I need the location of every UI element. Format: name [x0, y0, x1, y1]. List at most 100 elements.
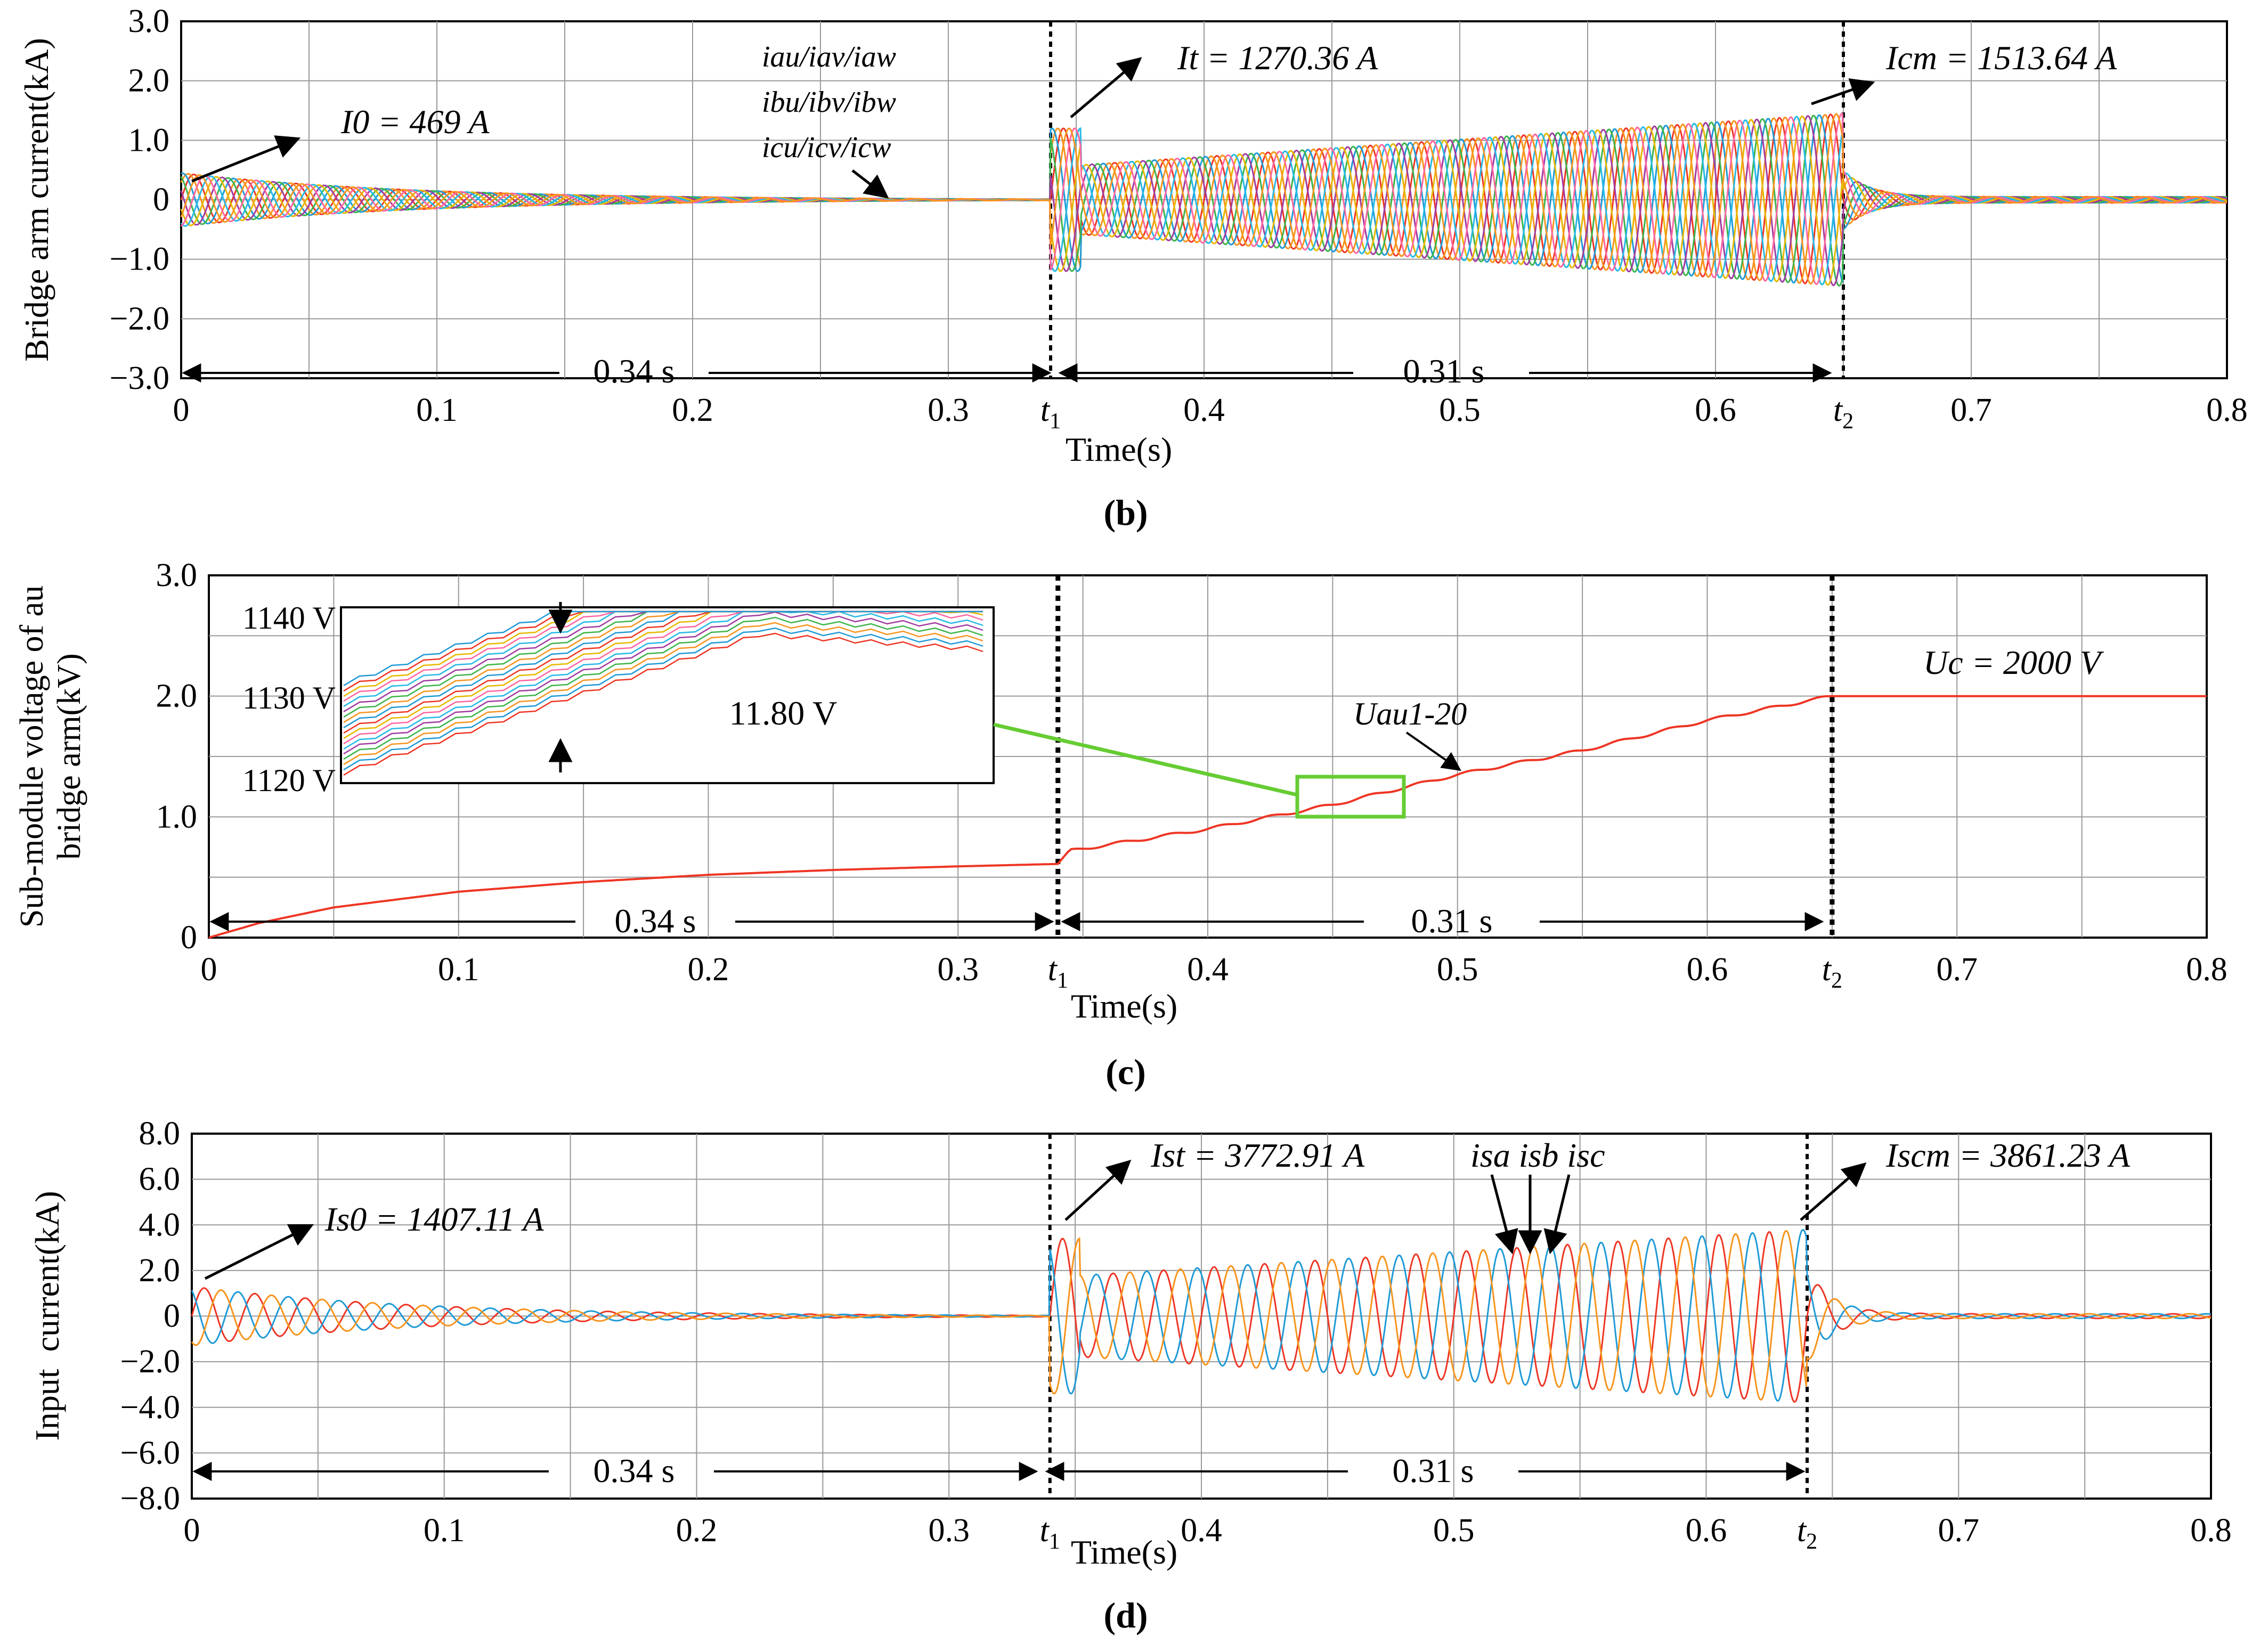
panel-d-arrow-Is0	[204, 1224, 314, 1280]
inset-series-line	[343, 611, 983, 687]
ytick-label: 6.0	[139, 1161, 181, 1198]
ytick-label: 1.0	[156, 799, 198, 835]
xtick-label: 0.3	[929, 1512, 970, 1549]
series-Uau	[208, 695, 2207, 939]
ytick-label: −8.0	[120, 1480, 180, 1517]
panel-b-tick-labels: 3.02.01.00−1.0−2.0−3.00 0.1 0.2 0.3 t1 0.4 0.5…	[110, 3, 2248, 434]
xtick-label: 0.1	[416, 392, 458, 428]
panel-d-tick-labels: 8.06.04.02.00−2.0−4.0−6.0−8.00 0.1 0.2 0.3 t…	[120, 1116, 2232, 1554]
xtick-label: t2	[1822, 951, 1842, 993]
ytick-label: −2.0	[110, 300, 169, 337]
xtick-label: 0.6	[1686, 1512, 1727, 1549]
zoom-connector-line	[993, 722, 1298, 797]
panel-d-chart: 8.06.04.02.00−2.0−4.0−6.0−8.00 0.1 0.2 0.3 t…	[28, 1116, 2232, 1635]
series-line	[180, 115, 2227, 287]
series-line	[180, 114, 2227, 284]
xtick-label: t2	[1797, 1512, 1817, 1554]
panel-d-xlabel: Time(s)	[1071, 1533, 1177, 1571]
panel-b-arrow-legend	[851, 169, 889, 199]
zoom-region-box	[1295, 775, 1406, 819]
xtick-label: 0.7	[1938, 1512, 1980, 1549]
panel-c-arrow-Uau	[1405, 731, 1461, 771]
panel-d-annotation-Iscm: Iscm = 3861.23 A	[1885, 1136, 2131, 1174]
panel-c-ylabel-1: Sub-module voltage of au	[14, 585, 50, 927]
panel-b-arrow-Icm	[1811, 78, 1875, 105]
xtick-label: 0.3	[928, 392, 969, 428]
ytick-label: −4.0	[120, 1389, 180, 1426]
panel-b-legend-c: icu/icv/icw	[762, 131, 891, 164]
panel-d-arrow-isc	[1543, 1174, 1571, 1255]
panel-b-chart: 3.02.01.00−1.0−2.0−3.00 0.1 0.2 0.3 t1 0.4 0.5…	[18, 3, 2248, 533]
xtick-label: 0.7	[1937, 951, 1978, 988]
inset-series-line	[343, 622, 983, 766]
panel-d-span1-label: 0.34 s	[594, 1452, 675, 1490]
panel-b-annotation-I0: I0 = 469 A	[340, 103, 490, 141]
panel-b-arrow-I0	[191, 135, 301, 183]
xtick-label: t2	[1833, 392, 1853, 434]
ytick-label: 3.0	[128, 3, 170, 39]
panel-d-arrow-Ist	[1064, 1159, 1132, 1221]
ytick-label: 8.0	[139, 1116, 181, 1152]
panel-b-xlabel: Time(s)	[1066, 430, 1172, 468]
xtick-label: 0.4	[1187, 951, 1229, 988]
xtick-label: 0.2	[672, 392, 713, 428]
inset-ytick-1130: 1130 V	[242, 680, 336, 715]
inset-ytick-1140: 1140 V	[242, 600, 336, 636]
inset-series-line	[343, 627, 983, 771]
series-line	[180, 113, 2227, 285]
xtick-label: 0.5	[1439, 392, 1481, 428]
inset-series-line	[343, 616, 983, 760]
panel-c-span2-label: 0.31 s	[1411, 902, 1493, 940]
panel-c-chart: 3.02.01.000 0.1 0.2 0.3 t1 0.4 0.5 0.6 t2 0.7 0.8 …	[14, 557, 2227, 1092]
panel-c-caption: (c)	[1105, 1052, 1145, 1092]
ytick-label: 1.0	[128, 122, 170, 158]
inset-series-line	[343, 611, 983, 755]
xtick-label: 0.8	[2186, 951, 2227, 988]
ytick-label: −1.0	[110, 241, 169, 278]
xtick-label: 0.1	[424, 1512, 465, 1549]
xtick-label: 0	[201, 951, 217, 988]
series-line	[191, 1230, 2212, 1401]
panel-d-series	[191, 1134, 2212, 1499]
xtick-label: 0.4	[1181, 1512, 1222, 1549]
panel-b-ylabel: Bridge arm current(kA)	[18, 38, 55, 362]
ytick-label: 0	[153, 182, 169, 218]
ytick-label: −2.0	[120, 1344, 180, 1380]
xtick-label: 0.2	[688, 951, 729, 988]
xtick-label: t1	[1040, 1512, 1060, 1554]
panel-b-span1-label: 0.34 s	[594, 352, 675, 390]
ytick-label: −3.0	[110, 360, 169, 396]
ytick-label: 2.0	[128, 63, 170, 99]
series-line	[180, 116, 2227, 286]
ytick-label: 2.0	[139, 1252, 181, 1289]
xtick-label: 0.1	[438, 951, 479, 988]
panel-d-annotation-Is0: Is0 = 1407.11 A	[324, 1200, 544, 1238]
panel-c-xlabel: Time(s)	[1071, 987, 1177, 1025]
panel-b-caption: (b)	[1103, 492, 1148, 533]
panel-b-span2-label: 0.31 s	[1403, 352, 1485, 390]
inset-series	[343, 611, 983, 776]
panel-d-span2-label: 0.31 s	[1393, 1452, 1474, 1490]
panel-d-annotation-phases: isa isb isc	[1470, 1136, 1605, 1174]
inset-ytick-1120: 1120 V	[242, 763, 336, 798]
inset-spread-label: 11.80 V	[729, 694, 838, 732]
ytick-label: 3.0	[156, 557, 198, 593]
xtick-label: t1	[1048, 951, 1068, 993]
xtick-label: 0.6	[1687, 951, 1728, 988]
panel-b-legend-a: iau/iav/iaw	[762, 40, 896, 74]
ytick-label: 0	[164, 1298, 180, 1334]
series-line	[191, 1228, 2212, 1402]
inset-spread-label-bg	[703, 690, 884, 733]
panel-c-annotation-Uau: Uau1-20	[1353, 696, 1467, 731]
ytick-label: 2.0	[156, 678, 198, 714]
panel-c-series	[208, 575, 2207, 939]
panel-b-arrow-It	[1070, 57, 1142, 118]
xtick-label: 0.5	[1437, 951, 1478, 988]
xtick-label: 0	[184, 1512, 200, 1549]
inset-series-line	[343, 611, 983, 750]
xtick-label: t1	[1040, 392, 1061, 434]
xtick-label: 0.8	[2206, 392, 2248, 428]
panel-c-ylabel-2: bridge arm(kV)	[51, 653, 87, 859]
panel-d-arrow-isa	[1490, 1174, 1518, 1255]
